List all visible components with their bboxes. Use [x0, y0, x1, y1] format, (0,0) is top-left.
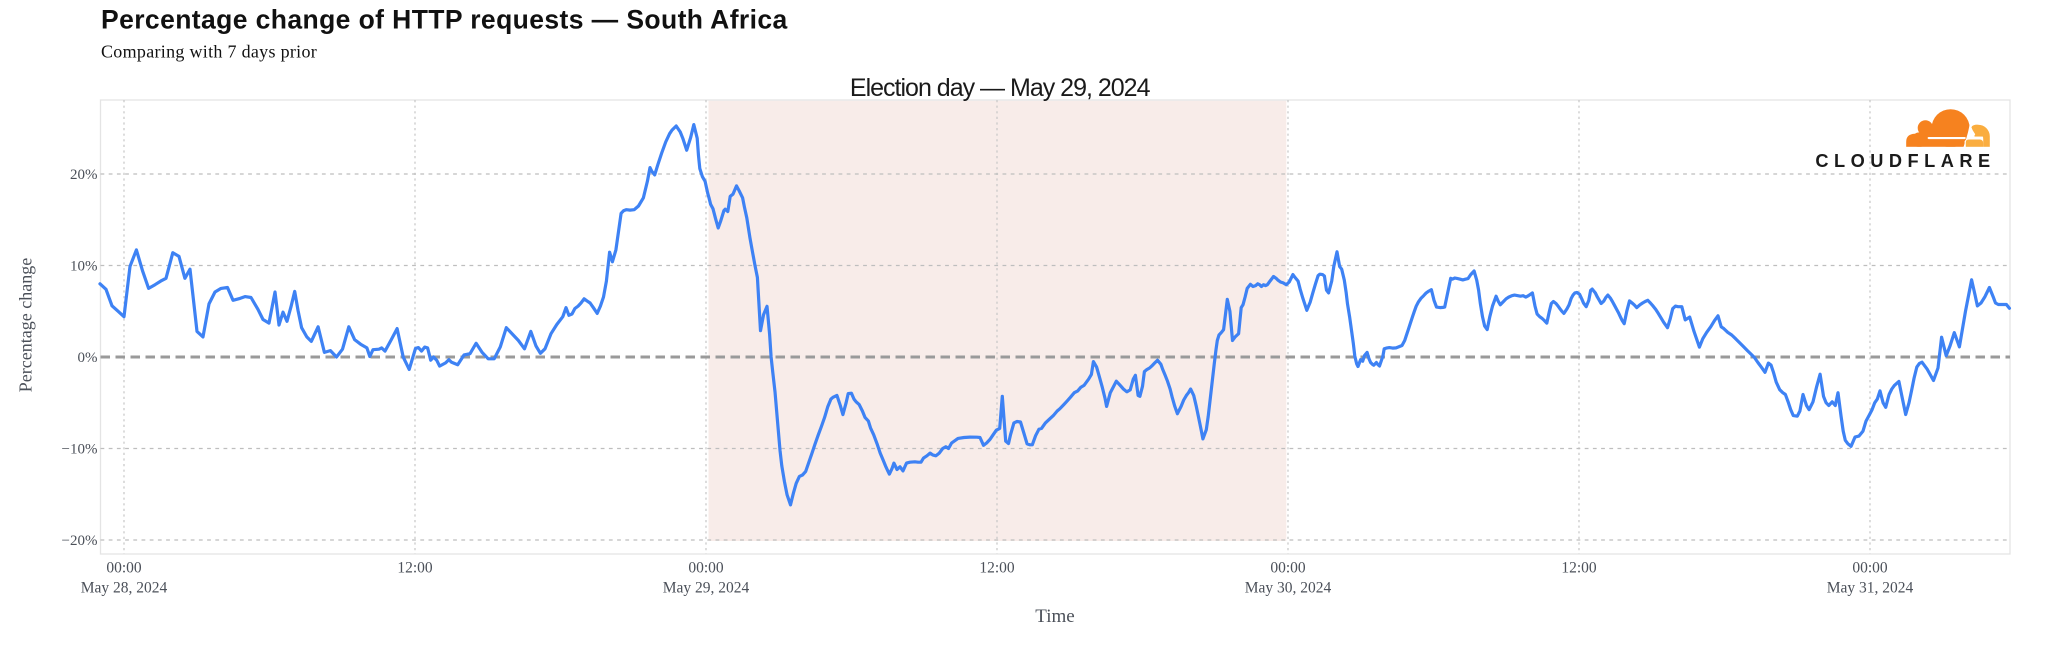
svg-text:CLOUDFLARE: CLOUDFLARE	[1815, 151, 1995, 171]
svg-text:May 31, 2024: May 31, 2024	[1827, 580, 1914, 597]
svg-text:−10%: −10%	[62, 442, 98, 458]
svg-text:Election day — May 29, 2024: Election day — May 29, 2024	[850, 74, 1151, 102]
svg-text:Time: Time	[1035, 606, 1074, 627]
svg-text:May 29, 2024: May 29, 2024	[663, 580, 750, 597]
svg-text:Percentage change: Percentage change	[15, 258, 35, 392]
svg-text:May 28, 2024: May 28, 2024	[81, 580, 168, 597]
svg-text:12:00: 12:00	[979, 560, 1015, 577]
svg-text:00:00: 00:00	[106, 560, 142, 577]
svg-text:0%: 0%	[78, 350, 98, 366]
svg-text:10%: 10%	[70, 259, 98, 275]
svg-text:Percentage change of HTTP requ: Percentage change of HTTP requests — Sou…	[101, 5, 788, 35]
svg-text:00:00: 00:00	[688, 560, 724, 577]
svg-text:20%: 20%	[70, 167, 98, 183]
svg-text:00:00: 00:00	[1270, 560, 1306, 577]
svg-text:12:00: 12:00	[1561, 560, 1597, 577]
svg-text:12:00: 12:00	[397, 560, 433, 577]
svg-text:00:00: 00:00	[1852, 560, 1888, 577]
svg-text:Comparing with 7 days prior: Comparing with 7 days prior	[101, 42, 317, 62]
svg-text:May 30, 2024: May 30, 2024	[1245, 580, 1332, 597]
svg-text:−20%: −20%	[62, 533, 98, 549]
